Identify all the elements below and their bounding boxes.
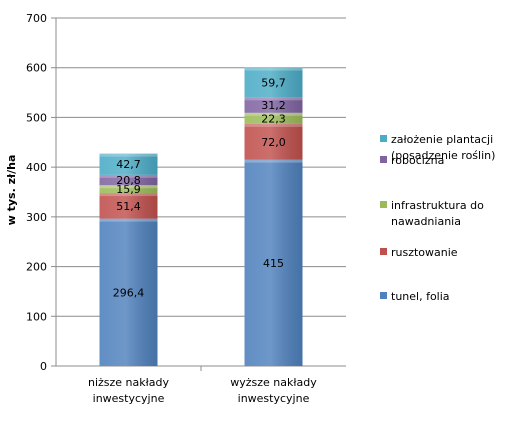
- y-tick-label: 300: [26, 211, 47, 224]
- bar-segment-highlight: [244, 123, 303, 127]
- y-tick-label: 500: [26, 111, 47, 124]
- bar-segment-highlight: [99, 218, 158, 222]
- bar-segment-shade: [99, 153, 158, 175]
- legend-label: założenie plantacji: [391, 133, 493, 146]
- bar-segment: 42,7: [99, 153, 158, 175]
- bar-segment-highlight: [244, 67, 303, 71]
- bar-segment: 296,4: [99, 218, 158, 366]
- bar-segment: 59,7: [244, 67, 303, 98]
- bars: 296,4 51,4 15,920,8 42,7 415 72,0 22,331,2 59,7: [99, 67, 303, 366]
- legend-label: infrastruktura do: [391, 199, 484, 212]
- bar-segment-shade: [244, 67, 303, 98]
- bar-segment-shade: [244, 123, 303, 160]
- legend-entry: rusztowanie: [380, 246, 458, 259]
- bar-segment-shade: [99, 174, 158, 186]
- data-label: 20,8: [116, 174, 141, 187]
- legend-label: robocizna: [391, 154, 444, 167]
- legend-label: rusztowanie: [391, 246, 458, 259]
- bar-segment: 72,0: [244, 123, 303, 160]
- legend: założenie plantacji (posadzenie roślin)ro…: [380, 133, 495, 303]
- y-axis-label: w tys. zł/ha: [5, 155, 18, 226]
- data-label: 42,7: [116, 158, 141, 171]
- legend-label: nawadniania: [391, 215, 461, 228]
- data-label: 296,4: [113, 286, 145, 299]
- legend-swatch: [380, 156, 387, 163]
- bar-segment: 15,9: [99, 183, 158, 196]
- legend-swatch: [380, 292, 387, 299]
- bar-segment: 31,2: [244, 97, 303, 113]
- bar-segment: 415: [244, 159, 303, 366]
- bar-segment-shade: [244, 159, 303, 366]
- y-tick-label: 100: [26, 310, 47, 323]
- data-label: 59,7: [261, 76, 286, 89]
- y-tick-label: 700: [26, 12, 47, 25]
- bar-segment-highlight: [99, 174, 158, 178]
- data-label: 31,2: [261, 99, 286, 112]
- bar-segment-shade: [244, 97, 303, 113]
- x-category-label: inwestycyjne: [238, 392, 310, 405]
- data-label: 415: [263, 257, 284, 270]
- data-label: 72,0: [261, 136, 286, 149]
- x-category-label: inwestycyjne: [93, 392, 165, 405]
- bar-segment-highlight: [99, 193, 158, 197]
- bar-segment-highlight: [244, 159, 303, 163]
- bar-segment-shade: [99, 218, 158, 366]
- bar-segment-highlight: [244, 97, 303, 101]
- legend-swatch: [380, 248, 387, 255]
- bar-segment-shade: [244, 112, 303, 124]
- legend-swatch: [380, 135, 387, 142]
- bar-segment-shade: [99, 193, 158, 219]
- data-label: 51,4: [116, 200, 141, 213]
- y-tick-label: 200: [26, 261, 47, 274]
- bar-segment: 20,8: [99, 174, 158, 187]
- y-tick-label: 400: [26, 161, 47, 174]
- bar-segment: 51,4: [99, 193, 158, 219]
- legend-entry: robocizna: [380, 154, 444, 167]
- legend-label: (posadzenie roślin): [391, 149, 495, 162]
- bar-segment-shade: [99, 185, 158, 194]
- data-label: 22,3: [261, 112, 286, 125]
- legend-entry: tunel, folia: [380, 290, 450, 303]
- x-category-labels: niższe nakłady inwestycyjne wyższe nakłady…: [88, 376, 317, 405]
- legend-label: tunel, folia: [391, 290, 450, 303]
- bar-segment-highlight: [99, 185, 158, 189]
- x-category-label: wyższe nakłady: [230, 376, 317, 389]
- bar-segment-highlight: [99, 153, 158, 157]
- y-tick-label: 600: [26, 62, 47, 75]
- data-label: 15,9: [116, 183, 141, 196]
- legend-entry: infrastruktura do nawadniania: [380, 199, 484, 228]
- y-tick-label: 0: [40, 360, 47, 373]
- bar-segment-highlight: [244, 112, 303, 116]
- legend-swatch: [380, 201, 387, 208]
- y-tick-labels: 0 100 200 300 400 500 600 700: [26, 12, 47, 373]
- bar-segment: 22,3: [244, 112, 303, 125]
- x-category-label: niższe nakłady: [88, 376, 170, 389]
- legend-entry: założenie plantacji (posadzenie roślin): [380, 133, 495, 162]
